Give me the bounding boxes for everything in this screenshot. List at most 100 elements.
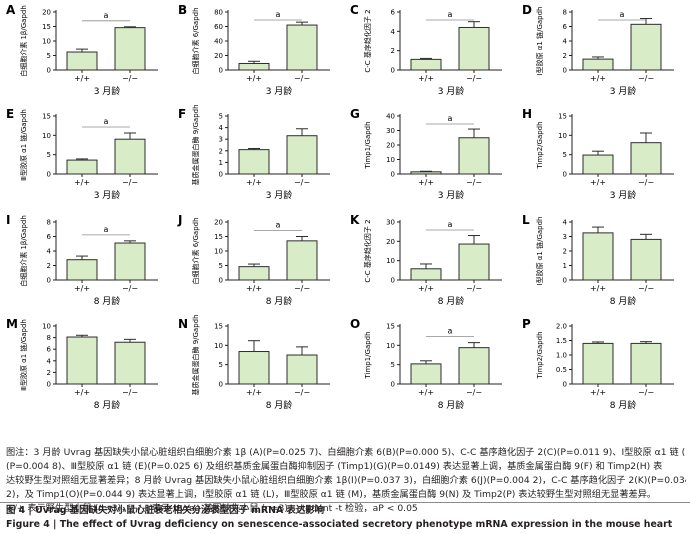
y-axis-label: C-C 基序趋化因子 2 bbox=[363, 9, 372, 72]
x-category-label: −/− bbox=[294, 178, 310, 187]
x-axis-label: 8 月龄 bbox=[610, 295, 637, 307]
x-category-label: +/+ bbox=[590, 178, 606, 187]
significance-mark: a bbox=[104, 117, 109, 126]
significance-mark: a bbox=[276, 221, 281, 230]
x-category-label: −/− bbox=[122, 178, 138, 187]
x-category-label: −/− bbox=[638, 178, 654, 187]
x-category-label: +/+ bbox=[74, 284, 90, 293]
x-category-label: −/− bbox=[122, 284, 138, 293]
panel-letter: P bbox=[522, 317, 531, 331]
y-tick-label: 0 bbox=[47, 171, 51, 179]
y-tick-label: 4 bbox=[47, 357, 52, 365]
y-tick-label: 4 bbox=[219, 124, 224, 132]
x-category-label: +/+ bbox=[418, 74, 434, 83]
y-tick-label: 0 bbox=[219, 171, 223, 179]
x-category-label: +/+ bbox=[590, 388, 606, 397]
bar-wt bbox=[582, 232, 614, 281]
y-tick-label: 5 bbox=[219, 361, 223, 369]
y-axis-label: Timp2/Gapdh bbox=[536, 331, 544, 379]
bar-wt bbox=[66, 259, 98, 281]
y-axis-label: 白细胞介素 1β/Gapdh bbox=[19, 215, 28, 287]
x-category-label: −/− bbox=[638, 74, 654, 83]
panel-i: I 白细胞介素 1β/Gapdh 0 2 4 6 8 +/+ −/−8 月龄 a bbox=[6, 213, 158, 307]
panel-letter: E bbox=[6, 107, 14, 121]
y-tick-label: 0 bbox=[563, 67, 567, 75]
y-tick-label: 15 bbox=[42, 23, 51, 31]
x-axis-label: 3 月龄 bbox=[438, 85, 465, 97]
y-tick-label: 10 bbox=[558, 132, 567, 140]
y-tick-label: 6 bbox=[47, 346, 52, 354]
y-tick-label: 5 bbox=[563, 151, 567, 159]
y-tick-label: 5 bbox=[47, 52, 51, 60]
x-axis-label: 3 月龄 bbox=[94, 189, 121, 201]
panel-n: N 基质金属蛋白酶 9/Gapdh 0 5 10 15 +/+ −/−8 月龄 bbox=[178, 314, 330, 411]
bar-wt bbox=[66, 336, 98, 385]
x-axis-label: 8 月龄 bbox=[94, 295, 121, 307]
caption-line-5: +/+ 表示野生型小鼠 (n=3)，−/− 表示 Uvrag 基因缺失小鼠 (n… bbox=[6, 503, 418, 514]
bar-ko bbox=[114, 341, 146, 385]
x-category-label: −/− bbox=[466, 388, 482, 397]
y-tick-label: 0 bbox=[563, 171, 567, 179]
y-tick-label: 0 bbox=[47, 277, 51, 285]
x-category-label: +/+ bbox=[418, 178, 434, 187]
panel-letter: J bbox=[177, 213, 182, 227]
x-category-label: −/− bbox=[122, 388, 138, 397]
y-axis-label: Timp1/Gapdh bbox=[364, 331, 372, 379]
panel-e: E Ⅲ型胶原 α1 链/Gapdh 0 5 10 15 +/+ −/−3 月龄 a bbox=[6, 107, 158, 201]
y-axis-label: Ⅰ型胶原 α1 链/Gapdh bbox=[535, 217, 544, 286]
panel-k: K C-C 基序趋化因子 2 0 10 20 30 +/+ −/−8 月龄 a bbox=[350, 213, 502, 307]
panel-j: J 白细胞介素 6/Gapdh 0 5 10 15 20 +/+ −/−8 月龄 a bbox=[177, 213, 330, 307]
y-tick-label: 8 bbox=[563, 9, 567, 17]
y-tick-label: 6 bbox=[391, 9, 396, 17]
y-tick-label: 20 bbox=[214, 52, 223, 60]
caption-divider bbox=[0, 502, 690, 503]
y-tick-label: 0 bbox=[563, 277, 567, 285]
y-tick-label: 0 bbox=[219, 381, 223, 389]
y-tick-label: 10 bbox=[42, 132, 51, 140]
y-tick-label: 1 bbox=[219, 159, 223, 167]
y-tick-label: 0 bbox=[391, 277, 395, 285]
y-tick-label: 2 bbox=[563, 248, 567, 256]
bar-ko bbox=[630, 238, 662, 281]
y-axis-label: Ⅰ型胶原 α1 链/Gapdh bbox=[535, 7, 544, 76]
y-tick-label: 2 bbox=[219, 147, 223, 155]
bar-wt bbox=[582, 154, 614, 175]
x-axis-label: 3 月龄 bbox=[94, 85, 121, 97]
x-category-label: +/+ bbox=[246, 74, 262, 83]
panel-letter: M bbox=[6, 317, 18, 331]
y-tick-label: 15 bbox=[214, 323, 223, 331]
y-tick-label: 20 bbox=[42, 9, 51, 17]
y-tick-label: 20 bbox=[386, 142, 395, 150]
y-axis-label: 白细胞介素 6/Gapdh bbox=[191, 217, 200, 284]
y-tick-label: 2.0 bbox=[556, 323, 567, 331]
y-tick-label: 15 bbox=[42, 113, 51, 121]
panel-g: G Timp1/Gapdh 0 10 20 30 40 +/+ −/−3 月龄 a bbox=[350, 107, 502, 201]
x-category-label: −/− bbox=[466, 178, 482, 187]
y-axis-label: Ⅲ型胶原 α1 链/Gapdh bbox=[19, 319, 28, 391]
significance-mark: a bbox=[104, 225, 109, 234]
panel-letter: G bbox=[350, 107, 360, 121]
y-tick-label: 10 bbox=[386, 156, 395, 164]
significance-mark: a bbox=[448, 10, 453, 19]
panel-d: D Ⅰ型胶原 α1 链/Gapdh 0 2 4 6 8 +/+ −/−3 月龄 a bbox=[522, 3, 674, 97]
y-tick-label: 0 bbox=[47, 67, 51, 75]
bar-ko bbox=[286, 135, 318, 175]
bar-ko bbox=[630, 342, 662, 385]
y-axis-label: 基质金属蛋白酶 9/Gapdh bbox=[191, 104, 200, 185]
y-axis-label: 白细胞介素 6/Gapdh bbox=[191, 7, 200, 74]
y-tick-label: 60 bbox=[214, 23, 223, 31]
bar-wt bbox=[410, 363, 442, 385]
y-tick-label: 6 bbox=[47, 233, 52, 241]
bar-wt bbox=[238, 149, 270, 175]
caption-line-1: 图注：3 月龄 Uvrag 基因缺失小鼠心脏组织白细胞介素 1β (A)(P=0… bbox=[6, 447, 686, 458]
panel-p: P Timp2/Gapdh 0 0.5 1.0 1.5 2.0 +/+ −/−8 月龄 bbox=[522, 317, 674, 411]
bar-wt bbox=[66, 159, 98, 175]
x-category-label: −/− bbox=[294, 74, 310, 83]
panel-m: M Ⅲ型胶原 α1 链/Gapdh 0 2 4 6 8 10 +/+ −/−8 月龄 bbox=[6, 317, 158, 411]
figure-caption: 图注：3 月龄 Uvrag 基因缺失小鼠心脏组织白细胞介素 1β (A)(P=0… bbox=[6, 446, 686, 516]
y-axis-label: C-C 基序趋化因子 2 bbox=[363, 219, 372, 282]
y-tick-label: 10 bbox=[386, 257, 395, 265]
y-tick-label: 0 bbox=[391, 67, 395, 75]
significance-mark: a bbox=[620, 10, 625, 19]
